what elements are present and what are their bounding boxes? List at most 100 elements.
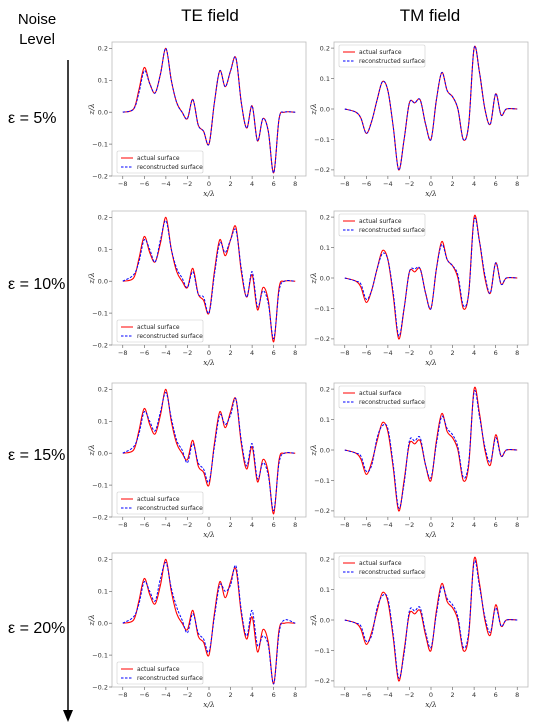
- y-tick-label: −0.1: [314, 305, 330, 313]
- legend-label: actual surface: [359, 49, 402, 56]
- y-tick-label: −0.2: [314, 507, 330, 515]
- y-tick-label: −0.1: [314, 647, 330, 655]
- legend-label: actual surface: [137, 666, 180, 673]
- y-tick-label: −0.1: [92, 651, 108, 659]
- legend: actual surface reconstructed surface: [338, 385, 426, 409]
- legend: actual surface reconstructed surface: [116, 150, 204, 174]
- y-tick-label: 0.1: [320, 244, 330, 252]
- x-tick-label: −4: [161, 180, 171, 188]
- reconstructed-surface-line: [344, 560, 518, 679]
- y-tick-label: −0.2: [92, 513, 108, 521]
- x-tick-label: −4: [383, 349, 393, 357]
- y-tick-label: −0.2: [92, 172, 108, 180]
- legend-label: actual surface: [359, 560, 402, 567]
- legend-label: reconstructed surface: [359, 399, 425, 406]
- y-tick-label: 0.2: [320, 385, 330, 393]
- x-axis-label: x/λ: [203, 700, 215, 709]
- x-axis-label: x/λ: [425, 358, 437, 367]
- legend-box: [338, 555, 426, 579]
- y-tick-label: 0.1: [320, 416, 330, 424]
- y-tick-label: 0.0: [320, 446, 330, 454]
- y-tick-label: −0.2: [92, 341, 108, 349]
- y-axis-label: z/λ: [309, 103, 318, 115]
- y-tick-label: 0.2: [98, 45, 108, 53]
- y-axis-label: z/λ: [309, 272, 318, 284]
- y-tick-label: 0.1: [98, 77, 108, 85]
- y-axis-label: z/λ: [87, 614, 96, 626]
- y-tick-label: −0.2: [92, 683, 108, 691]
- x-tick-label: −6: [362, 180, 372, 188]
- legend-label: actual surface: [359, 390, 402, 397]
- chart-tm-20: −8 −6 −4 −2 0 2 4 6 8 −0.2 −0.1 0.0 0.1 0.2 x/λ z/λ actu…: [309, 552, 529, 709]
- x-tick-label: −8: [340, 691, 350, 699]
- x-tick-label: −8: [340, 349, 350, 357]
- x-tick-label: 6: [494, 521, 498, 529]
- legend: actual surface reconstructed surface: [338, 44, 426, 68]
- x-tick-label: 8: [515, 521, 519, 529]
- x-tick-label: −4: [383, 180, 393, 188]
- x-tick-label: 2: [228, 521, 232, 529]
- y-tick-label: 0.1: [320, 586, 330, 594]
- x-tick-label: −8: [118, 349, 128, 357]
- actual-surface-line: [122, 388, 296, 515]
- x-tick-label: −2: [405, 349, 415, 357]
- x-tick-label: −8: [118, 180, 128, 188]
- legend-box: [338, 385, 426, 409]
- reconstructed-surface-line: [344, 45, 518, 171]
- legend-box: [116, 319, 204, 343]
- x-tick-label: −6: [362, 521, 372, 529]
- legend: actual surface reconstructed surface: [116, 491, 204, 515]
- x-tick-label: −2: [405, 521, 415, 529]
- actual-surface-line: [344, 386, 518, 512]
- x-tick-label: −6: [140, 180, 150, 188]
- x-tick-label: 0: [207, 349, 211, 357]
- y-tick-label: −0.1: [92, 140, 108, 148]
- y-tick-label: −0.1: [92, 481, 108, 489]
- x-tick-label: 8: [293, 180, 297, 188]
- x-tick-label: 0: [429, 349, 433, 357]
- chart-te-15: −8 −6 −4 −2 0 2 4 6 8 −0.2 −0.1 0.0 0.1 0.2 x/λ z/λ actu…: [87, 382, 307, 539]
- x-tick-label: 4: [250, 521, 254, 529]
- y-tick-label: 0.1: [98, 588, 108, 596]
- x-tick-label: −2: [183, 521, 193, 529]
- x-tick-label: 2: [228, 180, 232, 188]
- y-axis-label: z/λ: [87, 103, 96, 115]
- y-tick-label: 0.0: [98, 449, 108, 457]
- x-axis-label: x/λ: [203, 189, 215, 198]
- row-label-20: ε = 20%: [8, 620, 66, 637]
- y-tick-label: 0.1: [98, 418, 108, 426]
- y-tick-label: 0.0: [98, 108, 108, 116]
- legend-box: [116, 150, 204, 174]
- chart-te-5: −8 −6 −4 −2 0 2 4 6 8 −0.2 −0.1 0.0 0.1 0.2 x/λ z/λ actu…: [87, 41, 307, 198]
- x-tick-label: −8: [340, 180, 350, 188]
- x-tick-label: 8: [515, 691, 519, 699]
- y-axis-label: z/λ: [87, 444, 96, 456]
- x-tick-label: −8: [118, 521, 128, 529]
- legend-label: actual surface: [359, 218, 402, 225]
- reconstructed-surface-line: [122, 220, 296, 340]
- x-tick-label: 4: [472, 180, 476, 188]
- chart-te-20: −8 −6 −4 −2 0 2 4 6 8 −0.2 −0.1 0.0 0.1 0.2 x/λ z/λ actu…: [87, 552, 307, 709]
- x-tick-label: 2: [450, 349, 454, 357]
- y-tick-label: 0.1: [98, 246, 108, 254]
- legend: actual surface reconstructed surface: [116, 661, 204, 685]
- x-tick-label: 2: [450, 180, 454, 188]
- x-tick-label: 4: [250, 691, 254, 699]
- x-tick-label: 6: [272, 349, 276, 357]
- x-tick-label: 4: [250, 180, 254, 188]
- y-tick-label: 0.0: [320, 105, 330, 113]
- y-tick-label: 0.0: [320, 616, 330, 624]
- x-tick-label: 2: [450, 691, 454, 699]
- x-axis-label: x/λ: [203, 358, 215, 367]
- x-tick-label: −4: [161, 521, 171, 529]
- x-tick-label: −4: [161, 349, 171, 357]
- x-tick-label: 6: [272, 691, 276, 699]
- x-tick-label: 4: [472, 349, 476, 357]
- x-axis-label: x/λ: [425, 700, 437, 709]
- y-tick-label: 0.1: [320, 75, 330, 83]
- row-label-10: ε = 10%: [8, 276, 66, 293]
- x-tick-label: −2: [405, 180, 415, 188]
- x-tick-label: −8: [340, 521, 350, 529]
- x-tick-label: 2: [228, 349, 232, 357]
- x-tick-label: 2: [228, 691, 232, 699]
